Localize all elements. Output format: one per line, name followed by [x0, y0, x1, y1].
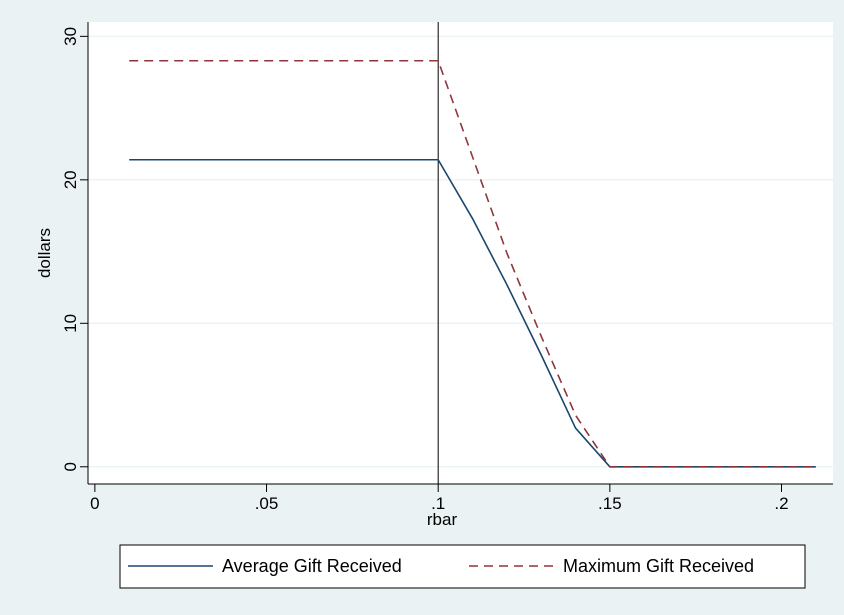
- x-tick-label-0: 0: [90, 494, 99, 513]
- legend-box: [119, 544, 806, 589]
- legend: Average Gift Received Maximum Gift Receiv…: [119, 544, 806, 589]
- x-tick-label-2: .1: [431, 494, 445, 513]
- plot-area: [88, 22, 833, 484]
- series: [129, 22, 816, 484]
- x-tick-label-1: .05: [255, 494, 279, 513]
- y-axis-title: dollars: [35, 228, 54, 278]
- x-tick-label-3: .15: [598, 494, 622, 513]
- y-tick-label-2: 20: [61, 170, 80, 189]
- y-tick-label-0: 0: [61, 462, 80, 471]
- series-line-1: [129, 59, 816, 468]
- axes: 0 10 20 30 0 .05 .1 .15 .2: [61, 22, 833, 513]
- legend-label-0: Average Gift Received: [222, 556, 402, 576]
- y-tick-label-1: 10: [61, 314, 80, 333]
- x-axis-title: rbar: [427, 510, 458, 529]
- x-tick-label-4: .2: [774, 494, 788, 513]
- legend-label-1: Maximum Gift Received: [563, 556, 754, 576]
- y-tick-label-3: 30: [61, 27, 80, 46]
